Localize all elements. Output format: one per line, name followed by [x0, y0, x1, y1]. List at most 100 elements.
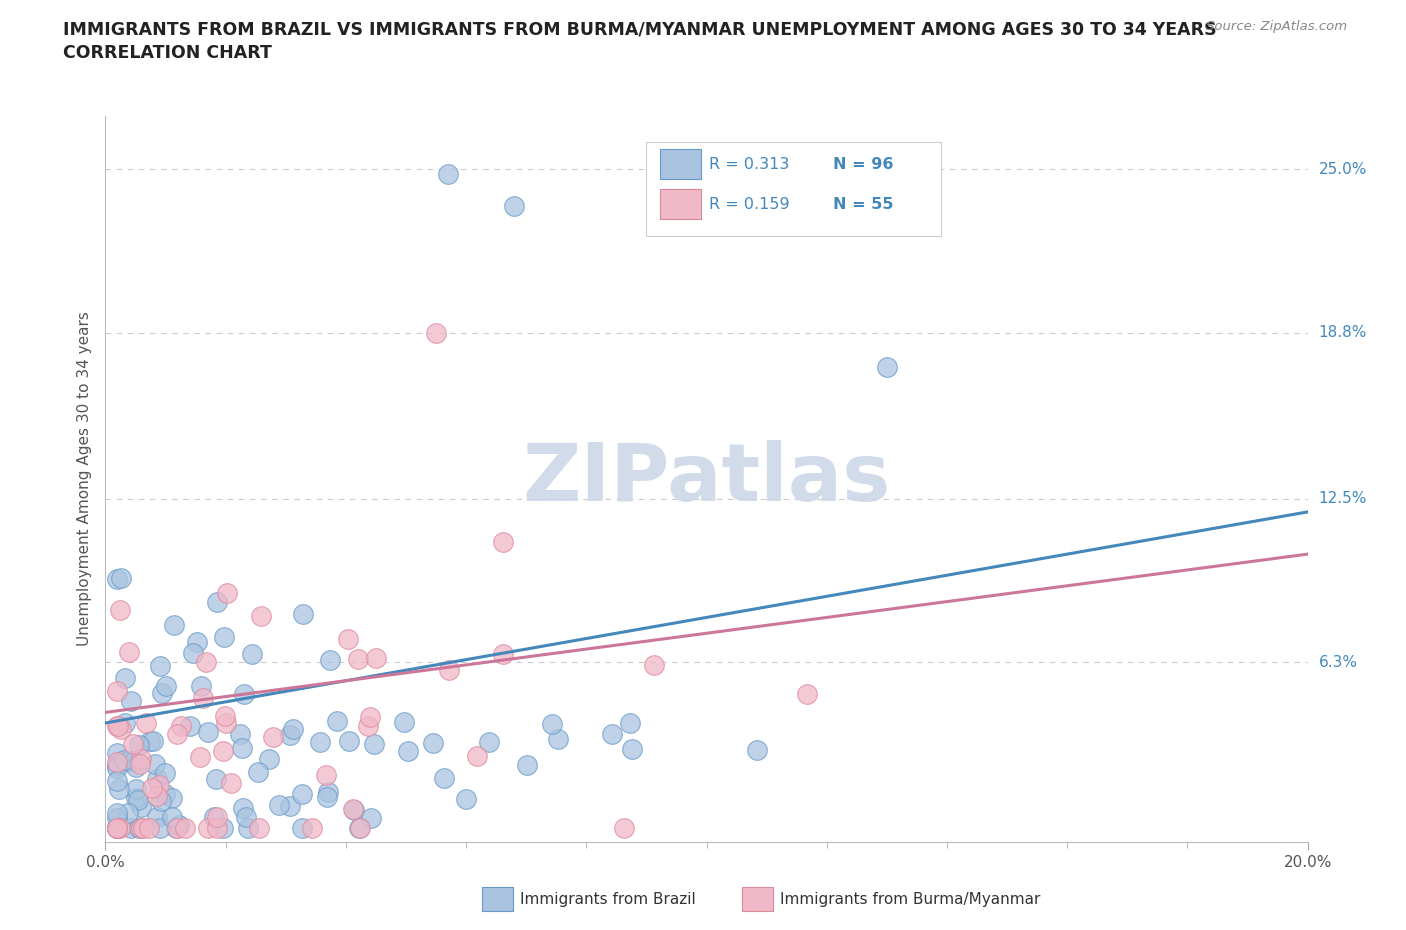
Point [207, 595, 229, 610]
Point [325, 713, 347, 728]
Point [174, 821, 197, 836]
Point [163, 618, 186, 632]
Point [114, 671, 136, 685]
Point [129, 751, 152, 766]
Point [160, 790, 183, 805]
Point [359, 710, 381, 724]
Point [342, 802, 364, 817]
Point [745, 742, 768, 757]
Point [301, 821, 323, 836]
Point [191, 690, 214, 705]
Text: N = 96: N = 96 [832, 156, 893, 172]
Point [107, 757, 129, 772]
Point [107, 821, 129, 836]
Point [138, 821, 160, 836]
Text: Immigrants from Brazil: Immigrants from Brazil [520, 892, 696, 907]
Point [139, 734, 162, 749]
Point [357, 719, 380, 734]
Point [132, 821, 155, 836]
Point [118, 644, 141, 659]
Point [166, 726, 188, 741]
Y-axis label: Unemployment Among Ages 30 to 34 years: Unemployment Among Ages 30 to 34 years [76, 312, 91, 646]
Point [291, 821, 314, 836]
Point [336, 631, 359, 646]
Point [125, 781, 148, 796]
Point [235, 810, 257, 825]
Point [160, 810, 183, 825]
Point [117, 805, 139, 820]
Point [169, 817, 191, 832]
Point [363, 737, 385, 751]
Point [202, 809, 225, 824]
Point [128, 821, 150, 836]
Point [107, 811, 129, 826]
Point [396, 743, 419, 758]
Point [146, 772, 169, 787]
Point [143, 756, 166, 771]
Point [110, 571, 132, 586]
Text: CORRELATION CHART: CORRELATION CHART [63, 44, 273, 61]
Point [316, 790, 339, 804]
Point [125, 760, 148, 775]
Point [796, 686, 818, 701]
Point [149, 658, 172, 673]
Point [876, 359, 898, 374]
Point [620, 741, 643, 756]
Point [110, 603, 132, 618]
Point [316, 785, 339, 800]
Point [219, 776, 242, 790]
Point [120, 694, 142, 709]
Point [477, 735, 499, 750]
Point [232, 686, 254, 701]
Point [112, 752, 135, 767]
Point [129, 821, 152, 836]
Point [107, 718, 129, 733]
Point [128, 757, 150, 772]
Point [360, 810, 382, 825]
Point [292, 606, 315, 621]
Point [267, 798, 290, 813]
Point [149, 821, 172, 836]
Point [236, 821, 259, 836]
Point [465, 749, 488, 764]
Text: 18.8%: 18.8% [1319, 326, 1367, 340]
Point [257, 751, 280, 766]
Point [394, 714, 416, 729]
FancyBboxPatch shape [647, 141, 941, 236]
Point [349, 821, 371, 836]
Point [108, 782, 131, 797]
Point [456, 792, 478, 807]
Point [170, 719, 193, 734]
FancyBboxPatch shape [659, 149, 700, 179]
Text: Immigrants from Burma/Myanmar: Immigrants from Burma/Myanmar [780, 892, 1040, 907]
Point [128, 737, 150, 752]
Point [195, 655, 218, 670]
Point [107, 821, 129, 836]
Point [107, 746, 129, 761]
Point [600, 726, 623, 741]
Text: N = 55: N = 55 [832, 196, 893, 211]
Point [343, 803, 366, 817]
Point [155, 679, 177, 694]
Point [150, 685, 173, 700]
Point [619, 715, 641, 730]
Point [437, 166, 460, 181]
Point [153, 765, 176, 780]
Point [124, 790, 146, 805]
Point [127, 792, 149, 807]
Point [110, 821, 132, 836]
Point [349, 821, 371, 836]
Point [107, 774, 129, 789]
Point [205, 821, 228, 836]
Point [165, 821, 187, 836]
Point [122, 737, 145, 751]
Point [366, 650, 388, 665]
Point [247, 821, 270, 836]
Point [280, 799, 302, 814]
Point [153, 787, 176, 802]
Point [215, 586, 238, 601]
Point [231, 740, 253, 755]
Point [315, 767, 337, 782]
Point [114, 716, 136, 731]
Text: 25.0%: 25.0% [1319, 162, 1367, 177]
